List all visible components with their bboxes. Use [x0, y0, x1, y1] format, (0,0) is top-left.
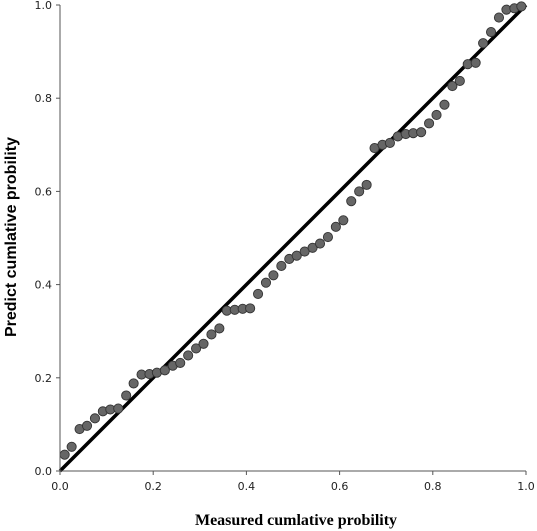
data-point	[346, 196, 357, 207]
data-point	[485, 26, 497, 38]
x-tick-label: 0.4	[238, 480, 256, 493]
data-point	[307, 242, 318, 253]
data-point	[354, 186, 365, 197]
y-tick-label: 0.2	[35, 372, 53, 385]
y-axis-label: Predict cumlative probility	[3, 137, 20, 337]
data-points-layer	[59, 1, 527, 460]
data-point	[384, 137, 395, 148]
ticks-layer: 0.0 0.2 0.4 0.6 0.8 1.0 0.0 0.2 0.4 0.6 0.8 1.0	[35, 0, 535, 493]
data-point	[59, 449, 70, 460]
data-point	[276, 260, 287, 272]
y-tick-label: 0.6	[35, 185, 53, 198]
data-point	[493, 12, 505, 23]
data-point	[66, 441, 77, 452]
data-point	[338, 215, 349, 226]
data-point	[206, 329, 217, 340]
x-tick-label: 0.6	[331, 480, 349, 493]
data-point	[214, 323, 225, 334]
data-point	[183, 350, 194, 361]
data-point	[260, 277, 272, 288]
y-tick-label: 0.4	[35, 279, 53, 292]
data-point	[268, 270, 279, 281]
axes-layer	[59, 5, 526, 472]
x-tick-label: 1.0	[517, 480, 535, 493]
data-point	[159, 365, 170, 376]
data-point	[330, 221, 341, 232]
data-point	[89, 413, 100, 424]
reference-line-layer	[58, 3, 528, 473]
data-point	[470, 57, 481, 68]
y-tick-label: 0.0	[35, 465, 53, 478]
data-point	[478, 38, 489, 49]
data-point	[198, 338, 209, 349]
reference-line	[58, 3, 528, 473]
data-point	[121, 390, 132, 401]
data-point	[314, 238, 326, 249]
data-point	[175, 357, 186, 368]
data-point	[191, 343, 202, 354]
data-point	[252, 288, 264, 299]
data-point	[361, 179, 372, 190]
data-point	[322, 232, 334, 243]
data-point	[291, 250, 302, 261]
x-tick-label: 0.0	[51, 480, 69, 493]
y-tick-label: 0.8	[35, 92, 53, 105]
data-point	[439, 99, 450, 110]
data-point	[128, 378, 139, 389]
data-point	[431, 109, 442, 121]
data-point	[416, 127, 427, 138]
data-point	[245, 303, 256, 314]
data-point	[516, 1, 527, 12]
data-point	[81, 420, 93, 431]
x-tick-label: 0.8	[424, 480, 442, 493]
data-point	[424, 118, 435, 129]
y-tick-label: 1.0	[35, 0, 53, 12]
data-point	[447, 81, 458, 92]
x-tick-label: 0.2	[144, 480, 162, 493]
x-axis-label: Measured cumlative probility	[195, 512, 397, 529]
data-point	[454, 75, 465, 87]
data-point	[113, 403, 124, 414]
